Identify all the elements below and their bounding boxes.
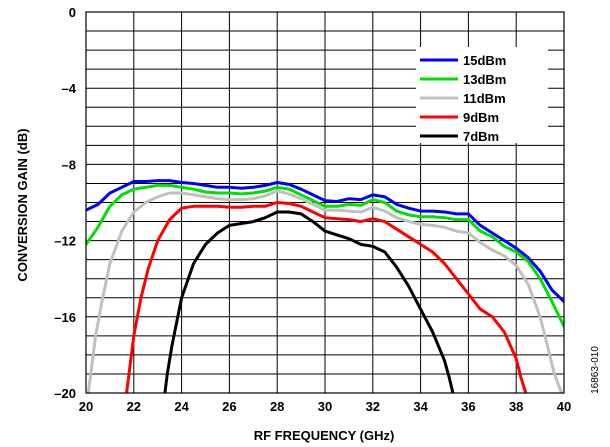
x-tick-label: 28 [270,399,284,414]
series-line-11dBm [86,189,564,393]
x-tick-label: 40 [557,399,571,414]
series-line-9dBm [125,201,528,393]
y-tick-label: –16 [54,310,76,325]
x-tick-label: 36 [461,399,475,414]
x-axis-label: RF FREQUENCY (GHz) [254,428,395,443]
series-line-15dBm [86,179,564,304]
plot-frame [85,11,565,394]
x-tick-label: 34 [413,399,428,414]
x-tick-label: 38 [509,399,523,414]
y-tick-label: –20 [54,386,76,401]
legend-label: 9dBm [463,110,499,125]
legend-label: 11dBm [463,91,506,106]
y-tick-label: –12 [54,234,76,249]
legend-label: 13dBm [463,72,506,87]
chart-legend: 15dBm 13dBm 11dBm 9dBm 7dBm [416,47,548,144]
figure-id-label: 16863-010 [590,346,601,394]
chart-tick-labels: 20 22 24 26 28 30 32 34 36 38 40 0 –4 –8 –12 –16 –20 [54,5,571,414]
legend-background [416,47,548,143]
x-tick-label: 30 [318,399,332,414]
y-tick-label: –4 [62,81,77,96]
y-tick-label: 0 [69,5,76,20]
legend-label: 7dBm [463,129,499,144]
chart-series-group [86,179,564,393]
series-line-7dBm [163,210,455,393]
x-tick-label: 32 [366,399,380,414]
y-tick-label: –8 [62,157,76,172]
y-axis-label: CONVERSION GAIN (dB) [15,128,30,281]
x-tick-label: 20 [79,399,93,414]
x-tick-label: 22 [127,399,141,414]
x-tick-label: 24 [174,399,189,414]
series-line-13dBm [86,183,564,328]
x-tick-label: 26 [222,399,236,414]
legend-label: 15dBm [463,53,506,68]
